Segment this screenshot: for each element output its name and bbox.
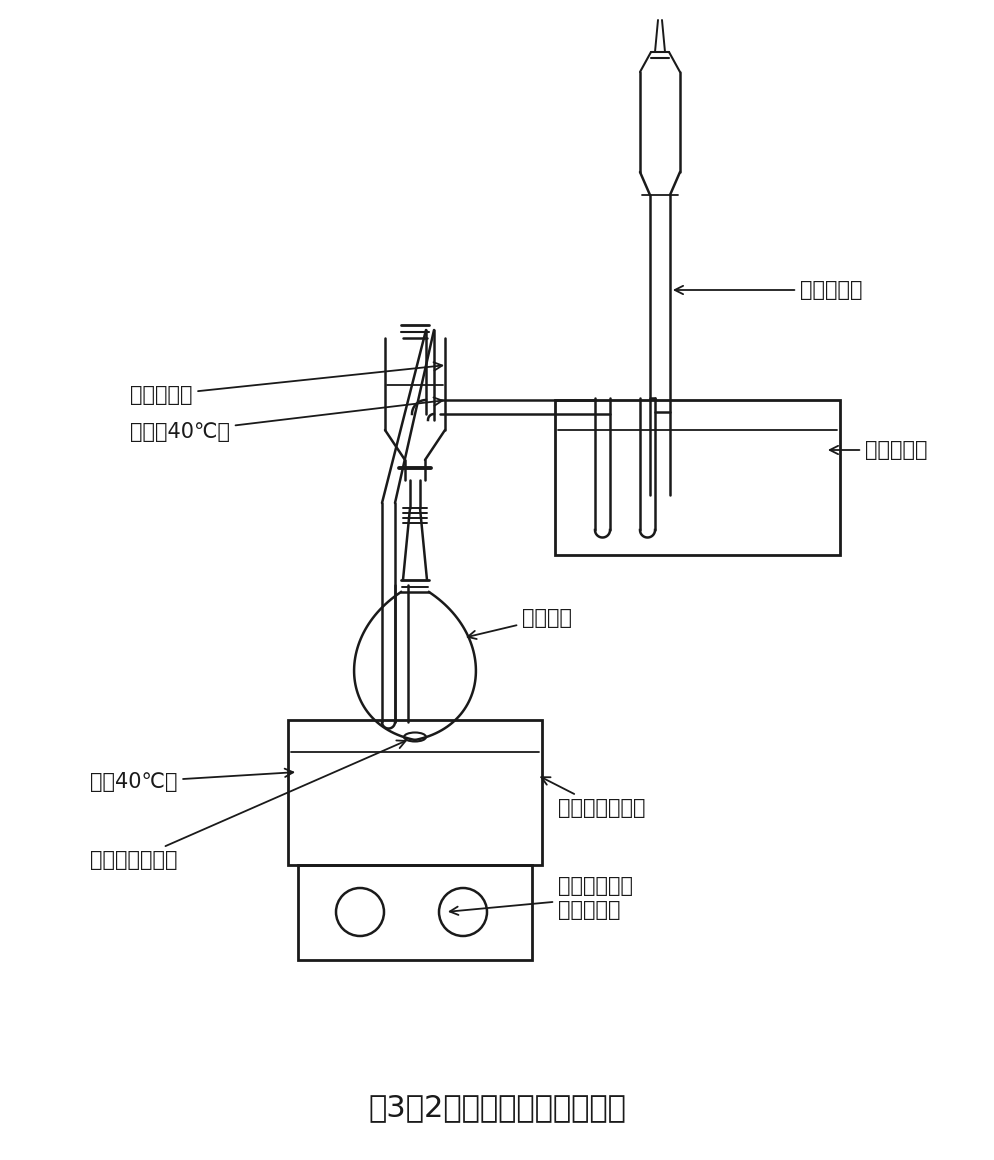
Text: 加熱装置付き
スターラー: 加熱装置付き スターラー xyxy=(449,877,632,920)
Bar xyxy=(287,720,542,865)
Text: 球形かくはん子: 球形かくはん子 xyxy=(89,740,406,870)
Text: フラスコ: フラスコ xyxy=(467,608,572,639)
Text: ビュレット: ビュレット xyxy=(674,280,862,300)
Text: 純水（40℃）: 純水（40℃） xyxy=(130,398,441,442)
Text: 水（40℃）: 水（40℃） xyxy=(89,769,293,792)
Text: 水（定温）: 水（定温） xyxy=(829,440,926,461)
Text: 嘦3・2　ガス発生量測定装置: 嘦3・2 ガス発生量測定装置 xyxy=(368,1094,625,1123)
Bar xyxy=(297,865,532,960)
Text: 滴下ろうと: 滴下ろうと xyxy=(130,362,441,405)
Ellipse shape xyxy=(404,732,425,741)
Bar xyxy=(555,400,839,554)
Text: ウォーターバス: ウォーターバス xyxy=(541,777,645,818)
